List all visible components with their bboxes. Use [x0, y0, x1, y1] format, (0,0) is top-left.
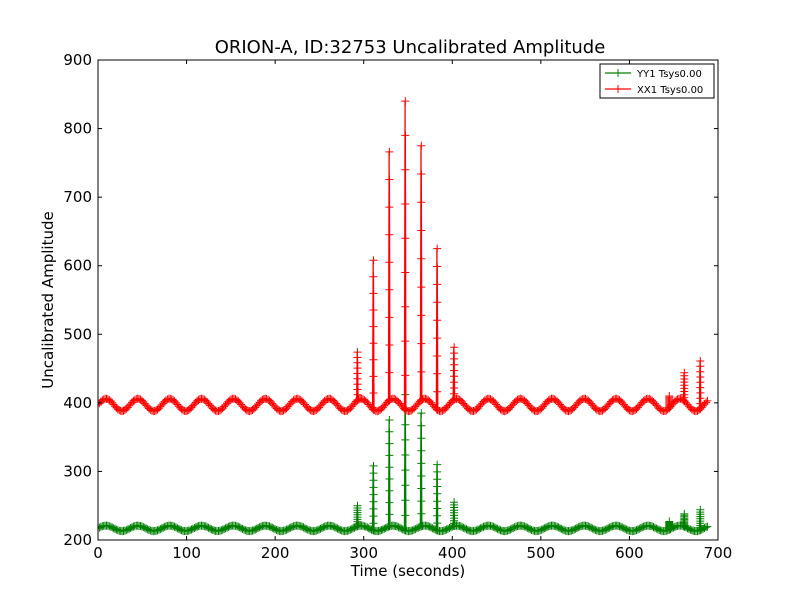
spike-point: [433, 244, 442, 414]
spike-point: [450, 498, 459, 530]
spike-point: [680, 368, 689, 405]
y-tick-label: 200: [63, 531, 92, 549]
spike-point: [696, 357, 705, 413]
legend-box: [599, 63, 715, 99]
spike-point: [433, 460, 442, 535]
y-tick-label: 700: [63, 188, 92, 206]
series-xx1: [98, 97, 712, 416]
plot-area: [98, 97, 712, 536]
legend-marker-yy1: [614, 69, 622, 77]
spike-point: [385, 147, 394, 405]
x-axis-label: Time (seconds): [350, 562, 466, 580]
series-yy1: [98, 390, 712, 536]
spike-point: [353, 501, 362, 531]
y-tick-label: 500: [63, 325, 92, 343]
legend-label-yy1: YY1 Tsys0.00: [636, 69, 702, 80]
x-tick-label: 400: [438, 544, 467, 562]
x-tick-label: 500: [527, 544, 556, 562]
spike-point: [680, 509, 689, 531]
spike-point: [665, 392, 674, 412]
y-tick-label: 400: [63, 394, 92, 412]
y-tick-label: 600: [63, 257, 92, 275]
y-axis-label: Uncalibrated Amplitude: [39, 211, 57, 388]
spike-point: [417, 141, 426, 405]
spike-point: [385, 416, 394, 531]
x-tick-label: 600: [615, 544, 644, 562]
spike-point: [369, 256, 378, 414]
x-tick-label: 700: [704, 544, 733, 562]
y-tick-label: 800: [63, 120, 92, 138]
chart-title: ORION-A, ID:32753 Uncalibrated Amplitude: [215, 37, 606, 58]
spike-point: [369, 461, 378, 535]
legend-marker-xx1: [614, 85, 622, 93]
x-tick-label: 300: [349, 544, 378, 562]
axis-ticks: 0 100 200 300 400 500 600 700 200 300 400 500 600 700…: [63, 51, 732, 562]
spike-point: [450, 343, 459, 404]
legend: YY1 Tsys0.00 XX1 Tsys0.00: [599, 63, 715, 99]
y-tick-label: 300: [63, 462, 92, 480]
spike-point: [696, 505, 705, 535]
spike-point: [417, 409, 426, 531]
spike-point: [665, 517, 674, 534]
y-tick-label: 900: [63, 51, 92, 69]
legend-label-xx1: XX1 Tsys0.00: [637, 85, 703, 96]
x-tick-label: 100: [172, 544, 201, 562]
spike-point: [401, 97, 410, 414]
x-tick-label: 0: [93, 544, 103, 562]
plot-frame: [97, 59, 719, 541]
x-tick-label: 200: [261, 544, 290, 562]
spike-point: [353, 348, 362, 405]
